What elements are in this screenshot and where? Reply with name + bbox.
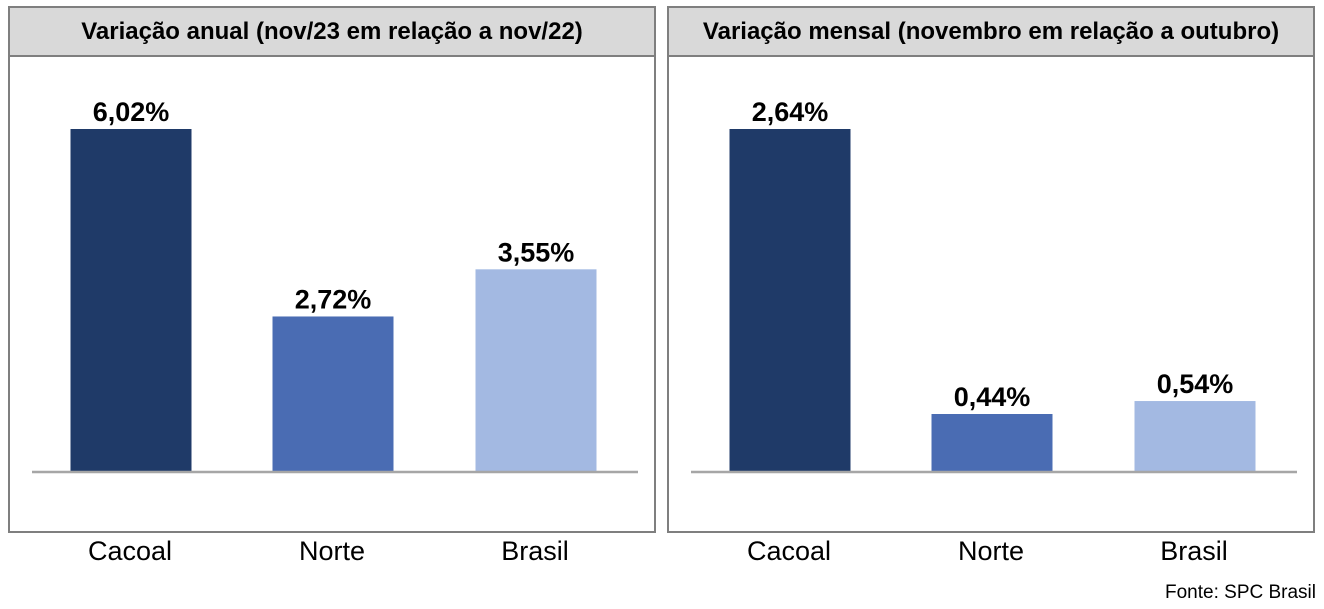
category-axis-monthly: Cacoal Norte Brasil <box>667 536 1315 576</box>
chart-panel-monthly: Variação mensal (novembro em relação a o… <box>667 6 1315 533</box>
data-label: 2,72% <box>295 284 372 314</box>
chart-panel-annual: Variação anual (nov/23 em relação a nov/… <box>8 6 656 533</box>
category-label: Brasil <box>501 536 569 566</box>
category-label: Cacoal <box>746 536 832 566</box>
chart-title: Variação anual (nov/23 em relação a nov/… <box>10 8 654 57</box>
data-label: 3,55% <box>498 237 575 267</box>
data-label: 2,64% <box>752 97 829 127</box>
category-label: Norte <box>298 536 366 566</box>
category-label: Cacoal <box>87 536 173 566</box>
bar-brasil <box>475 269 597 471</box>
category-axis-annual: Cacoal Norte Brasil <box>8 536 656 576</box>
category-label: Norte <box>957 536 1025 566</box>
bar-plot-annual: 6,02% 2,72% 3,55% <box>32 97 638 474</box>
bar-cacoal <box>729 129 851 471</box>
data-label: 0,54% <box>1157 369 1234 399</box>
bar-brasil <box>1134 401 1256 471</box>
chart-title: Variação mensal (novembro em relação a o… <box>669 8 1313 57</box>
bar-cacoal <box>70 129 192 471</box>
bar-norte <box>931 414 1053 471</box>
category-label: Brasil <box>1160 536 1228 566</box>
bar-norte <box>272 316 394 471</box>
source-note: Fonte: SPC Brasil <box>1165 582 1316 603</box>
data-label: 6,02% <box>93 97 170 127</box>
bar-plot-monthly: 2,64% 0,44% 0,54% <box>691 97 1297 474</box>
data-label: 0,44% <box>954 382 1031 412</box>
